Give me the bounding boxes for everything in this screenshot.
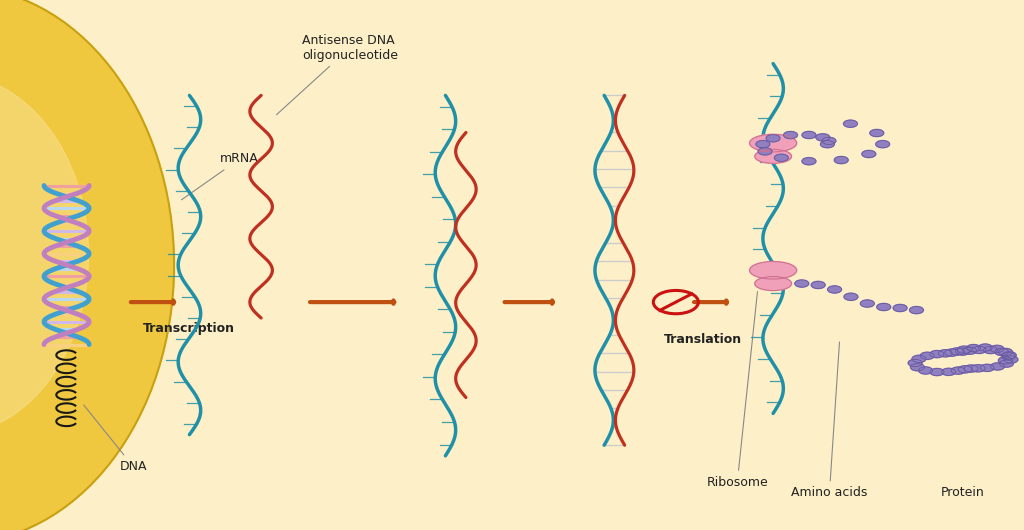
Circle shape <box>835 156 848 164</box>
Text: Antisense DNA
oligonucleotide: Antisense DNA oligonucleotide <box>276 34 398 114</box>
Circle shape <box>955 348 970 355</box>
Circle shape <box>860 300 874 307</box>
Ellipse shape <box>755 277 792 290</box>
Circle shape <box>967 344 981 352</box>
Circle shape <box>844 293 858 301</box>
Circle shape <box>795 280 809 287</box>
Circle shape <box>930 368 944 376</box>
Circle shape <box>942 368 955 375</box>
Circle shape <box>990 345 1004 352</box>
Circle shape <box>921 352 934 359</box>
Text: Ribosome: Ribosome <box>707 292 768 489</box>
Circle shape <box>811 281 825 288</box>
Circle shape <box>877 303 891 311</box>
Circle shape <box>963 347 977 355</box>
Ellipse shape <box>755 149 792 163</box>
Circle shape <box>1001 352 1016 360</box>
Circle shape <box>820 140 835 148</box>
Circle shape <box>1002 351 1016 359</box>
Ellipse shape <box>0 0 174 530</box>
Circle shape <box>869 129 884 137</box>
Text: Amino acids: Amino acids <box>792 342 867 499</box>
Circle shape <box>844 120 857 127</box>
Text: Translation: Translation <box>664 333 741 346</box>
Circle shape <box>909 306 924 314</box>
Circle shape <box>908 359 922 367</box>
Circle shape <box>998 348 1013 356</box>
Circle shape <box>910 364 925 371</box>
Circle shape <box>919 367 933 374</box>
Circle shape <box>950 348 965 355</box>
Circle shape <box>938 350 952 357</box>
Ellipse shape <box>750 262 797 279</box>
Circle shape <box>802 131 816 138</box>
Text: Protein: Protein <box>941 487 984 499</box>
Circle shape <box>957 346 971 354</box>
Circle shape <box>758 148 772 155</box>
Circle shape <box>998 357 1013 364</box>
Circle shape <box>999 360 1014 367</box>
Ellipse shape <box>0 74 89 435</box>
Circle shape <box>862 151 876 157</box>
Circle shape <box>876 140 890 148</box>
Circle shape <box>827 286 842 293</box>
Circle shape <box>990 363 1005 370</box>
Text: DNA: DNA <box>84 405 146 473</box>
Circle shape <box>912 355 926 363</box>
Ellipse shape <box>750 135 797 152</box>
Circle shape <box>930 350 944 358</box>
Circle shape <box>951 367 965 374</box>
Circle shape <box>945 349 958 356</box>
Text: mRNA: mRNA <box>181 153 259 200</box>
Circle shape <box>971 365 985 372</box>
Circle shape <box>756 140 770 148</box>
Circle shape <box>958 366 972 373</box>
Circle shape <box>816 134 829 141</box>
Circle shape <box>980 364 994 372</box>
Circle shape <box>972 346 986 354</box>
Circle shape <box>766 135 780 142</box>
Circle shape <box>994 348 1009 356</box>
Circle shape <box>984 347 997 354</box>
Circle shape <box>822 137 836 145</box>
Circle shape <box>802 157 816 165</box>
Circle shape <box>893 304 907 312</box>
Text: Transcription: Transcription <box>143 322 236 335</box>
Circle shape <box>783 131 798 139</box>
Circle shape <box>1004 356 1018 363</box>
Circle shape <box>774 154 788 162</box>
Circle shape <box>965 365 978 372</box>
Circle shape <box>978 344 992 351</box>
